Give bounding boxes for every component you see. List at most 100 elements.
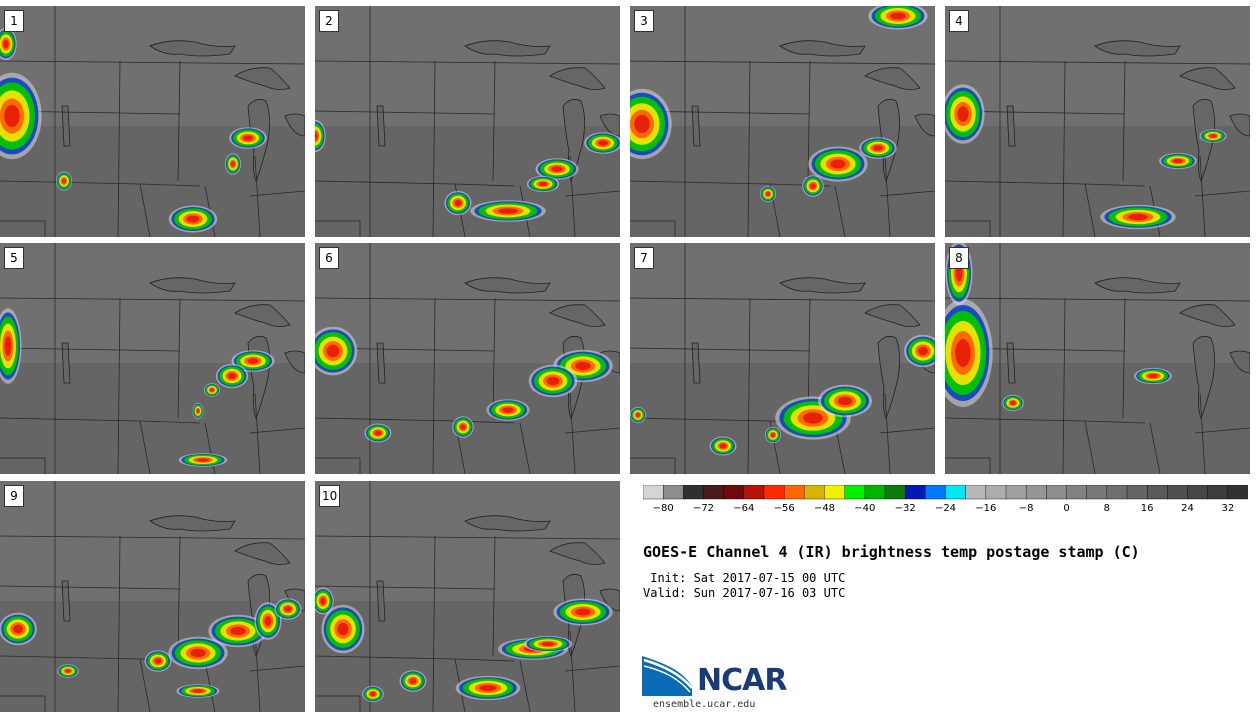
colorbar-tick-label: −80 xyxy=(652,503,674,514)
ncar-logo-text: NCAR xyxy=(697,663,787,698)
postage-stamp-panel[interactable]: 8 xyxy=(945,243,1250,474)
postage-stamp-panel[interactable]: 1 xyxy=(0,6,305,237)
storm-cell xyxy=(1134,367,1172,385)
colorbar-swatch xyxy=(703,485,725,500)
postage-stamp-panel[interactable]: 2 xyxy=(315,6,620,237)
colorbar-swatch xyxy=(824,485,846,500)
postage-stamp-panel[interactable]: 3 xyxy=(630,6,935,237)
colorbar-swatch xyxy=(1106,485,1128,500)
storm-cell xyxy=(904,334,935,368)
colorbar-swatch xyxy=(1046,485,1067,500)
storm-cell xyxy=(523,635,573,653)
colorbar-tick-label: 0 xyxy=(1063,503,1070,514)
colorbar-tick-label: −72 xyxy=(692,503,715,514)
colorbar-tick-label: −8 xyxy=(1018,503,1034,514)
colorbar-swatch xyxy=(763,485,785,500)
colorbar-tick-label: −56 xyxy=(773,503,795,514)
colorbar-swatch xyxy=(1187,485,1209,500)
colorbar-swatch xyxy=(884,485,906,500)
storm-cell xyxy=(321,604,365,654)
colorbar-swatch xyxy=(804,485,826,500)
colorbar-swatch xyxy=(1146,485,1168,500)
postage-stamp-panel[interactable]: 7 xyxy=(630,243,935,474)
storm-cell xyxy=(1100,204,1176,230)
storm-cell xyxy=(176,684,220,698)
storm-cell xyxy=(1159,152,1197,170)
panel-number: 1 xyxy=(4,10,24,32)
panel-number: 9 xyxy=(4,485,24,507)
ir-map xyxy=(0,6,305,237)
ir-map xyxy=(945,6,1250,237)
postage-stamp-panel[interactable]: 5 xyxy=(0,243,305,474)
postage-stamp-panel[interactable]: 6 xyxy=(315,243,620,474)
colorbar-tick-label: −16 xyxy=(975,503,997,514)
storm-cell xyxy=(759,185,777,203)
colorbar-tick-label: 32 xyxy=(1221,503,1235,514)
ir-map xyxy=(945,243,1250,474)
colorbar-swatch xyxy=(1227,485,1248,500)
storm-cell xyxy=(0,72,42,160)
storm-cell xyxy=(945,299,993,407)
colorbar-tick-label: 24 xyxy=(1181,503,1194,514)
colorbar-tick-label: 16 xyxy=(1140,503,1154,514)
storm-cell xyxy=(818,384,872,418)
ir-map xyxy=(0,481,305,712)
storm-cell xyxy=(808,146,868,182)
storm-cell xyxy=(526,175,560,193)
storm-cell xyxy=(584,132,620,154)
colorbar-swatch xyxy=(1167,485,1189,500)
panel-number: 2 xyxy=(319,10,339,32)
colorbar-swatch xyxy=(1086,485,1108,500)
colorbar-swatch xyxy=(985,485,1007,500)
colorbar-swatch xyxy=(683,485,705,500)
colorbar-swatch xyxy=(723,485,745,500)
storm-cell xyxy=(535,158,579,180)
colorbar-tick-label: −48 xyxy=(813,503,836,514)
postage-stamp-panel[interactable]: 4 xyxy=(945,6,1250,237)
panel-number: 3 xyxy=(634,10,654,32)
ir-map xyxy=(630,243,935,474)
colorbar-swatch xyxy=(844,485,866,500)
storm-cell xyxy=(229,127,267,149)
colorbar-swatch xyxy=(1005,485,1027,500)
colorbar xyxy=(643,485,1248,500)
storm-cell xyxy=(452,416,474,438)
storm-cell xyxy=(57,664,79,678)
storm-cell xyxy=(224,153,242,175)
ncar-logo-icon xyxy=(642,656,693,696)
storm-cell xyxy=(168,636,228,670)
storm-cell xyxy=(168,205,218,233)
storm-cell xyxy=(486,399,530,421)
storm-cell xyxy=(0,308,22,384)
storm-cell xyxy=(203,383,221,397)
storm-cell xyxy=(274,598,302,620)
storm-cell xyxy=(254,602,282,640)
panel-number: 8 xyxy=(949,247,969,269)
storm-cell xyxy=(55,171,73,191)
postage-stamp-panel[interactable]: 9 xyxy=(0,481,305,712)
storm-cell xyxy=(362,685,384,703)
storm-cell xyxy=(470,200,546,222)
colorbar-tick-label: −64 xyxy=(733,503,755,514)
storm-cell xyxy=(553,349,613,383)
logo-url: ensemble.ucar.edu xyxy=(653,699,756,710)
storm-cell xyxy=(192,402,204,420)
colorbar-swatch xyxy=(945,485,967,500)
storm-cell xyxy=(709,436,737,456)
panel-number: 6 xyxy=(319,247,339,269)
storm-cell xyxy=(630,88,672,160)
colorbar-swatch xyxy=(904,485,926,500)
colorbar-swatch xyxy=(743,485,765,500)
storm-cell xyxy=(444,190,472,216)
colorbar-tick-label: 8 xyxy=(1103,503,1111,514)
colorbar-tick-label: −24 xyxy=(934,503,957,514)
postage-stamp-panel[interactable]: 10 xyxy=(315,481,620,712)
ir-map xyxy=(0,243,305,474)
colorbar-swatch xyxy=(783,485,805,500)
colorbar-swatch xyxy=(1066,485,1088,500)
ir-map xyxy=(315,243,620,474)
storm-cell xyxy=(0,27,17,61)
ir-map xyxy=(315,481,620,712)
colorbar-tick-label: −40 xyxy=(854,503,876,514)
storm-cell xyxy=(208,614,268,648)
